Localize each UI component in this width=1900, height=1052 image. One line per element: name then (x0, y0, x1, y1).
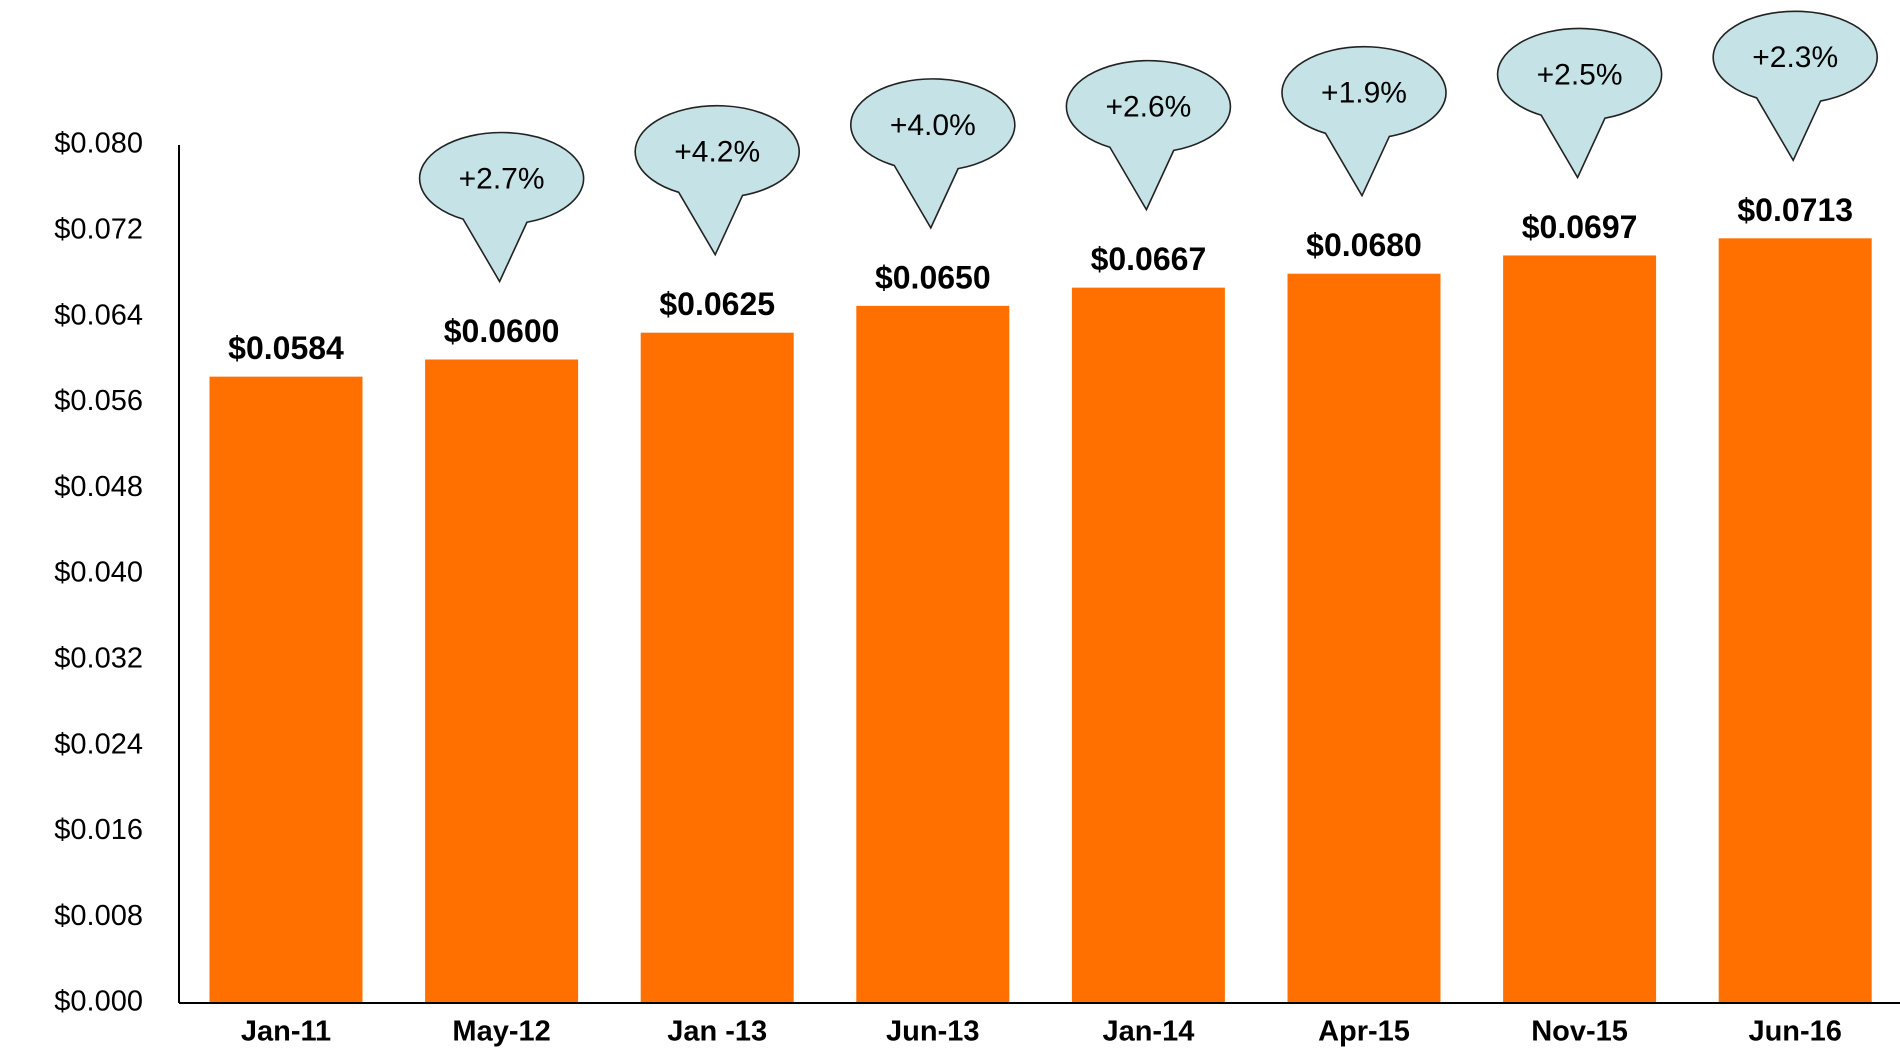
callout-text: +2.5% (1537, 58, 1623, 91)
value-label: $0.0600 (444, 313, 560, 349)
y-tick-label: $0.080 (54, 128, 143, 160)
callout-text: +2.6% (1105, 91, 1191, 124)
y-tick-label: $0.032 (54, 642, 143, 674)
bar (640, 332, 794, 1003)
y-tick-label: $0.048 (54, 471, 143, 503)
bar (1287, 273, 1441, 1003)
y-tick-label: $0.016 (54, 814, 143, 846)
callout-text: +4.2% (674, 136, 760, 169)
bar (425, 359, 579, 1003)
x-tick-label: Jun-13 (886, 1016, 979, 1048)
value-label: $0.0625 (659, 286, 775, 322)
callout (634, 104, 800, 257)
callout-text: +4.0% (890, 109, 976, 142)
callout (850, 78, 1016, 230)
y-tick-label: $0.064 (54, 299, 143, 331)
value-label: $0.0713 (1737, 192, 1853, 228)
callout (1712, 10, 1878, 163)
bar (209, 376, 363, 1003)
y-tick-label: $0.072 (54, 213, 143, 245)
x-tick-label: Nov-15 (1531, 1016, 1628, 1048)
callout-text: +2.3% (1752, 41, 1838, 74)
value-label: $0.0667 (1091, 241, 1207, 277)
bar (1503, 255, 1657, 1003)
x-tick-label: May-12 (452, 1016, 550, 1048)
y-tick-label: $0.000 (54, 986, 143, 1018)
bar (1071, 287, 1225, 1004)
y-tick-label: $0.056 (54, 385, 143, 417)
x-tick-label: Apr-15 (1318, 1016, 1410, 1048)
x-tick-label: Jan-14 (1102, 1016, 1194, 1048)
x-tick-label: Jan -13 (667, 1016, 767, 1048)
callout (1065, 59, 1232, 212)
callout (418, 131, 585, 284)
x-tick-label: Jun-16 (1748, 1016, 1841, 1048)
x-tick-label: Jan-11 (241, 1016, 331, 1048)
y-tick-label: $0.024 (54, 728, 143, 760)
bar (1718, 238, 1872, 1003)
y-tick-label: $0.040 (54, 557, 143, 589)
bar (856, 305, 1010, 1003)
value-label: $0.0584 (228, 330, 344, 366)
value-label: $0.0680 (1306, 227, 1422, 263)
callout (1281, 45, 1447, 198)
callout-text: +2.7% (459, 162, 545, 195)
y-tick-label: $0.008 (54, 900, 143, 932)
callout (1496, 27, 1663, 180)
value-label: $0.0650 (875, 259, 991, 295)
callout-text: +1.9% (1321, 77, 1407, 110)
value-label: $0.0697 (1522, 209, 1638, 245)
